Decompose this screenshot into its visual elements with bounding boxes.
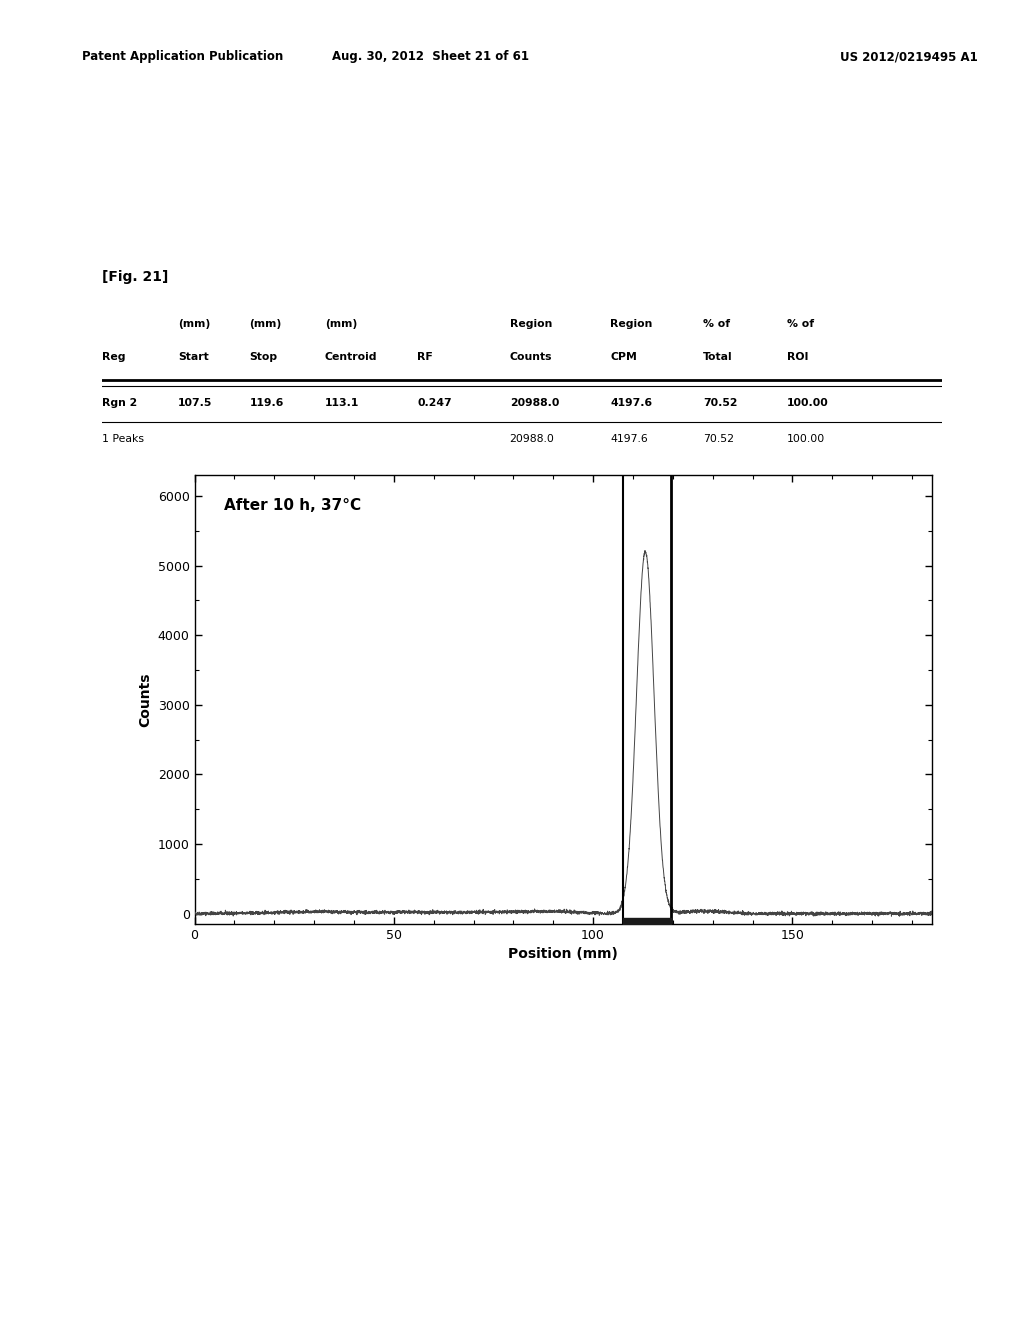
Text: (mm): (mm) bbox=[325, 318, 357, 329]
Text: % of: % of bbox=[702, 318, 730, 329]
Text: 20988.0: 20988.0 bbox=[510, 434, 555, 444]
Text: 113.1: 113.1 bbox=[325, 397, 359, 408]
Text: 119.6: 119.6 bbox=[250, 397, 284, 408]
Text: [Fig. 21]: [Fig. 21] bbox=[102, 271, 169, 284]
Text: Region: Region bbox=[610, 318, 652, 329]
Text: 100.00: 100.00 bbox=[786, 397, 828, 408]
Text: Start: Start bbox=[178, 352, 209, 362]
Text: % of: % of bbox=[786, 318, 814, 329]
Text: (mm): (mm) bbox=[250, 318, 282, 329]
Text: 100.00: 100.00 bbox=[786, 434, 825, 444]
Text: Patent Application Publication: Patent Application Publication bbox=[82, 50, 284, 63]
Text: 70.52: 70.52 bbox=[702, 434, 734, 444]
Text: 4197.6: 4197.6 bbox=[610, 434, 648, 444]
Text: Counts: Counts bbox=[510, 352, 552, 362]
Text: 20988.0: 20988.0 bbox=[510, 397, 559, 408]
Text: 4197.6: 4197.6 bbox=[610, 397, 652, 408]
Text: 70.52: 70.52 bbox=[702, 397, 737, 408]
Text: CPM: CPM bbox=[610, 352, 637, 362]
Text: 1 Peaks: 1 Peaks bbox=[102, 434, 144, 444]
Text: Total: Total bbox=[702, 352, 732, 362]
Text: ROI: ROI bbox=[786, 352, 808, 362]
Text: (mm): (mm) bbox=[178, 318, 210, 329]
Text: Region: Region bbox=[510, 318, 552, 329]
Text: After 10 h, 37°C: After 10 h, 37°C bbox=[224, 498, 361, 512]
Text: Rgn 2: Rgn 2 bbox=[102, 397, 137, 408]
Text: Aug. 30, 2012  Sheet 21 of 61: Aug. 30, 2012 Sheet 21 of 61 bbox=[332, 50, 528, 63]
Text: Stop: Stop bbox=[250, 352, 278, 362]
Y-axis label: Counts: Counts bbox=[138, 672, 153, 727]
X-axis label: Position (mm): Position (mm) bbox=[508, 948, 618, 961]
Text: Centroid: Centroid bbox=[325, 352, 378, 362]
Text: RF: RF bbox=[418, 352, 433, 362]
Text: Reg: Reg bbox=[102, 352, 126, 362]
Text: 107.5: 107.5 bbox=[178, 397, 212, 408]
Text: 0.247: 0.247 bbox=[418, 397, 452, 408]
Text: US 2012/0219495 A1: US 2012/0219495 A1 bbox=[840, 50, 978, 63]
